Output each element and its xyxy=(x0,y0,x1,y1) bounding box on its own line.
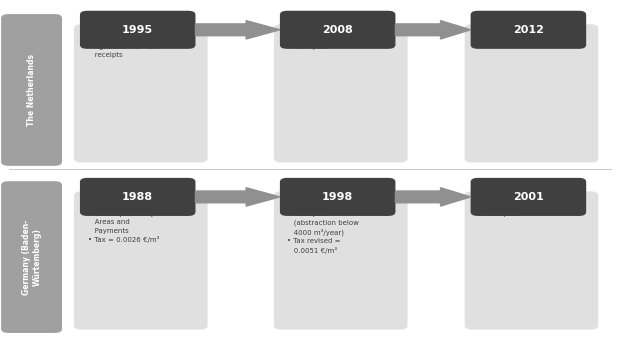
FancyBboxPatch shape xyxy=(274,24,407,162)
Text: • Law on Protection
   of Compensatory
   Areas and
   Payments
• Tax = 0.0026 €: • Law on Protection of Compensatory Area… xyxy=(87,203,159,243)
FancyBboxPatch shape xyxy=(80,11,196,49)
Text: Germany (Baden-
Würtemberg): Germany (Baden- Würtemberg) xyxy=(22,219,41,295)
Text: • Small users
   exempted
   (abstraction below
   4000 m³/year)
• Tax revised =: • Small users exempted (abstraction belo… xyxy=(287,203,360,254)
FancyBboxPatch shape xyxy=(465,24,599,162)
Text: • Agriculture
   exempted: • Agriculture exempted xyxy=(478,203,523,217)
Text: • Law abolished: • Law abolished xyxy=(478,36,534,42)
FancyBboxPatch shape xyxy=(470,178,586,216)
Text: 2012: 2012 xyxy=(513,25,544,35)
Text: 1995: 1995 xyxy=(122,25,154,35)
FancyBboxPatch shape xyxy=(280,178,396,216)
FancyBboxPatch shape xyxy=(274,191,407,330)
Text: 2001: 2001 xyxy=(513,192,543,202)
FancyBboxPatch shape xyxy=(465,191,599,330)
Text: • Agriculture
   exempted: • Agriculture exempted xyxy=(287,36,332,50)
Polygon shape xyxy=(396,21,470,39)
Polygon shape xyxy=(196,188,280,206)
FancyBboxPatch shape xyxy=(80,178,196,216)
FancyBboxPatch shape xyxy=(1,14,62,166)
Text: 1998: 1998 xyxy=(322,192,353,202)
Polygon shape xyxy=(196,21,280,39)
FancyBboxPatch shape xyxy=(74,24,207,162)
Text: 2008: 2008 xyxy=(322,25,353,35)
Text: The Netherlands: The Netherlands xyxy=(27,54,36,126)
FancyBboxPatch shape xyxy=(470,11,586,49)
Text: • Groundwater tax.
• Agriculture is <1%
   receipts: • Groundwater tax. • Agriculture is <1% … xyxy=(87,36,160,58)
Polygon shape xyxy=(396,188,470,206)
FancyBboxPatch shape xyxy=(1,181,62,333)
Text: 1988: 1988 xyxy=(122,192,154,202)
FancyBboxPatch shape xyxy=(280,11,396,49)
FancyBboxPatch shape xyxy=(74,191,207,330)
